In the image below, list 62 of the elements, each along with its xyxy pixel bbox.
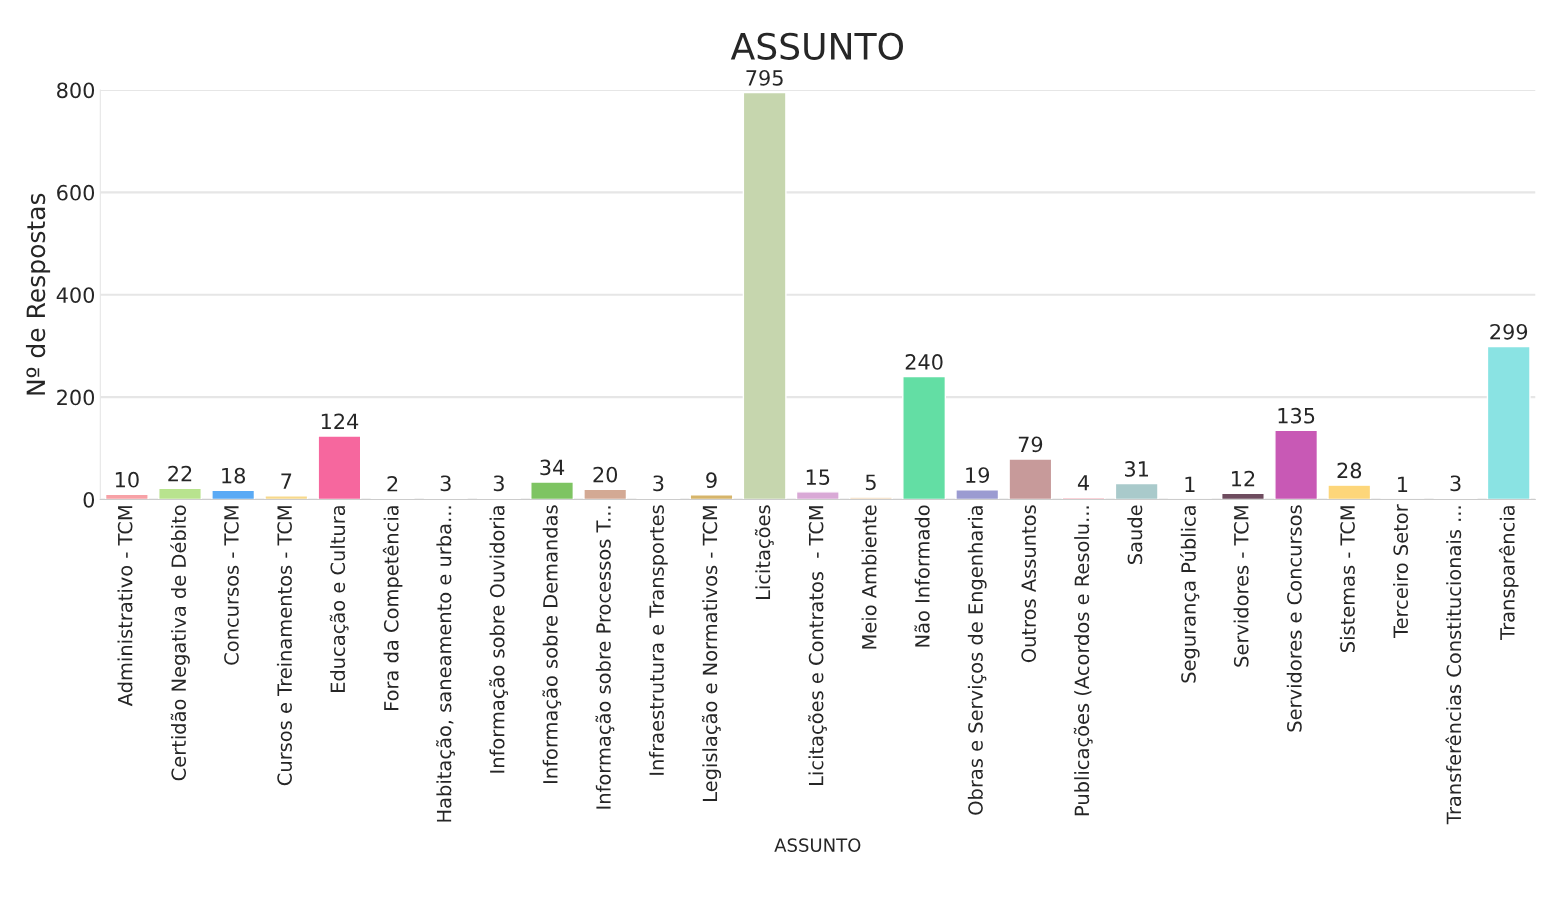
x-tick-label: Publicações (Acordos e Resolu... <box>1073 506 1093 816</box>
x-tick-label: Fora da Competência <box>382 506 403 710</box>
data-label: 240 <box>905 354 943 370</box>
chart-title: ASSUNTO <box>730 32 903 60</box>
data-label: 1 <box>1185 476 1195 492</box>
data-label: 19 <box>966 467 990 483</box>
data-label: 7 <box>281 473 292 489</box>
y-tick-label: 0 <box>83 491 95 508</box>
data-label: 22 <box>168 465 192 482</box>
x-tick-label: Concursos - TCM <box>224 506 239 665</box>
x-tick-label: Informação sobre Ouvidoria <box>489 506 509 773</box>
data-label: 34 <box>540 459 565 476</box>
data-label: 5 <box>865 474 876 491</box>
x-tick-label: Cursos e Treinamentos - TCM <box>276 506 292 786</box>
x-tick-label: Outros Assuntos <box>1021 505 1037 663</box>
data-label: 20 <box>593 466 618 483</box>
x-tick-label: Informação sobre Demandas <box>542 505 562 784</box>
x-tick-label: Terceiro Setor <box>1393 504 1409 639</box>
data-label: 124 <box>321 413 359 429</box>
x-tick-label: Servidores e Concursos <box>1286 505 1302 732</box>
x-tick-label: Administrativo - TCM <box>117 506 133 707</box>
data-label: 4 <box>1077 475 1089 491</box>
x-tick-label: Educação e Cultura <box>329 506 349 692</box>
x-tick-label: Transparência <box>1498 506 1519 640</box>
data-label: 28 <box>1337 462 1362 479</box>
y-axis-title: Nº de Respostas <box>25 193 51 395</box>
data-label: 15 <box>806 469 830 486</box>
x-tick-label: Certidão Negativa de Débito <box>170 505 190 781</box>
data-label: 18 <box>222 467 245 484</box>
data-label: 12 <box>1232 470 1255 487</box>
x-tick-label: Informação sobre Processos T... <box>595 506 615 809</box>
x-axis-title: ASSUNTO <box>774 838 861 852</box>
data-label: 10 <box>115 471 139 488</box>
data-label: 795 <box>746 69 783 86</box>
x-tick-label: Não Informado <box>914 505 930 647</box>
data-label: 3 <box>440 475 451 492</box>
data-label: 3 <box>493 475 504 492</box>
x-tick-label: Legislação e Normativos - TCM <box>701 506 722 801</box>
x-tick-label: Habitação, saneamento e urba... <box>436 506 455 822</box>
data-label: 135 <box>1278 407 1315 424</box>
data-label: 299 <box>1490 323 1528 340</box>
x-tick-label: Sistemas - TCM <box>1339 506 1355 652</box>
data-label: 3 <box>1450 475 1461 492</box>
x-tick-label: Servidores - TCM <box>1233 506 1249 667</box>
x-tick-label: Segurança Pública <box>1180 506 1200 683</box>
data-label: 31 <box>1125 461 1149 477</box>
data-label: 3 <box>653 475 664 492</box>
data-label: 1 <box>1398 476 1408 492</box>
y-tick-label: 400 <box>56 287 95 303</box>
data-label: 79 <box>1018 436 1043 453</box>
x-tick-label: Licitações <box>754 505 774 599</box>
x-tick-label: Transferências Constitucionais ... <box>1445 506 1462 825</box>
y-tick-label: 200 <box>57 389 95 406</box>
x-tick-label: Obras e Serviços de Engenharia <box>967 506 987 815</box>
x-tick-label: Infraestrutura e Transportes <box>648 505 668 775</box>
data-label: 2 <box>387 475 398 492</box>
x-tick-label: Licitações e Contratos - TCM <box>808 506 827 785</box>
y-tick-label: 800 <box>57 82 95 99</box>
data-label: 9 <box>706 472 717 489</box>
y-tick-label: 600 <box>57 184 95 201</box>
x-tick-label: Meio Ambiente <box>861 505 877 649</box>
x-tick-label: Saude <box>1127 505 1143 564</box>
